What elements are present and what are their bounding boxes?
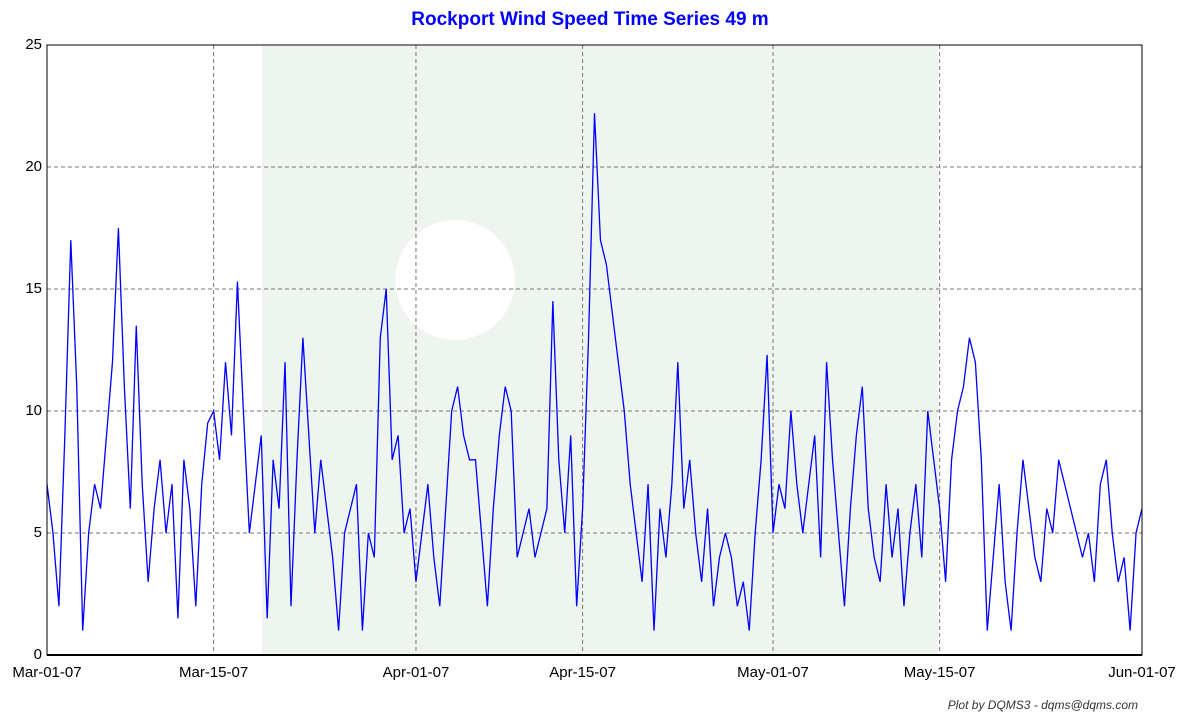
chart-title: Rockport Wind Speed Time Series 49 m (411, 9, 768, 30)
y-tick-label: 20 (25, 158, 42, 175)
x-tick-label: Apr-15-07 (549, 664, 616, 681)
watermark (262, 46, 938, 654)
x-tick-label: Mar-01-07 (12, 664, 81, 681)
chart: Rockport Wind Speed Time Series 49 m Plo… (0, 0, 1180, 713)
watermark-circle (395, 220, 515, 340)
y-tick-label: 10 (25, 402, 42, 419)
credit-note: Plot by DQMS3 - dqms@dqms.com (948, 698, 1138, 712)
y-tick-label: 0 (34, 646, 42, 663)
y-tick-label: 15 (25, 280, 42, 297)
y-tick-label: 25 (25, 36, 42, 53)
y-tick-label: 5 (34, 524, 42, 541)
x-tick-label: Jun-01-07 (1108, 664, 1176, 681)
x-tick-label: May-01-07 (737, 664, 809, 681)
x-tick-label: May-15-07 (904, 664, 976, 681)
x-tick-label: Apr-01-07 (383, 664, 450, 681)
x-tick-label: Mar-15-07 (179, 664, 248, 681)
